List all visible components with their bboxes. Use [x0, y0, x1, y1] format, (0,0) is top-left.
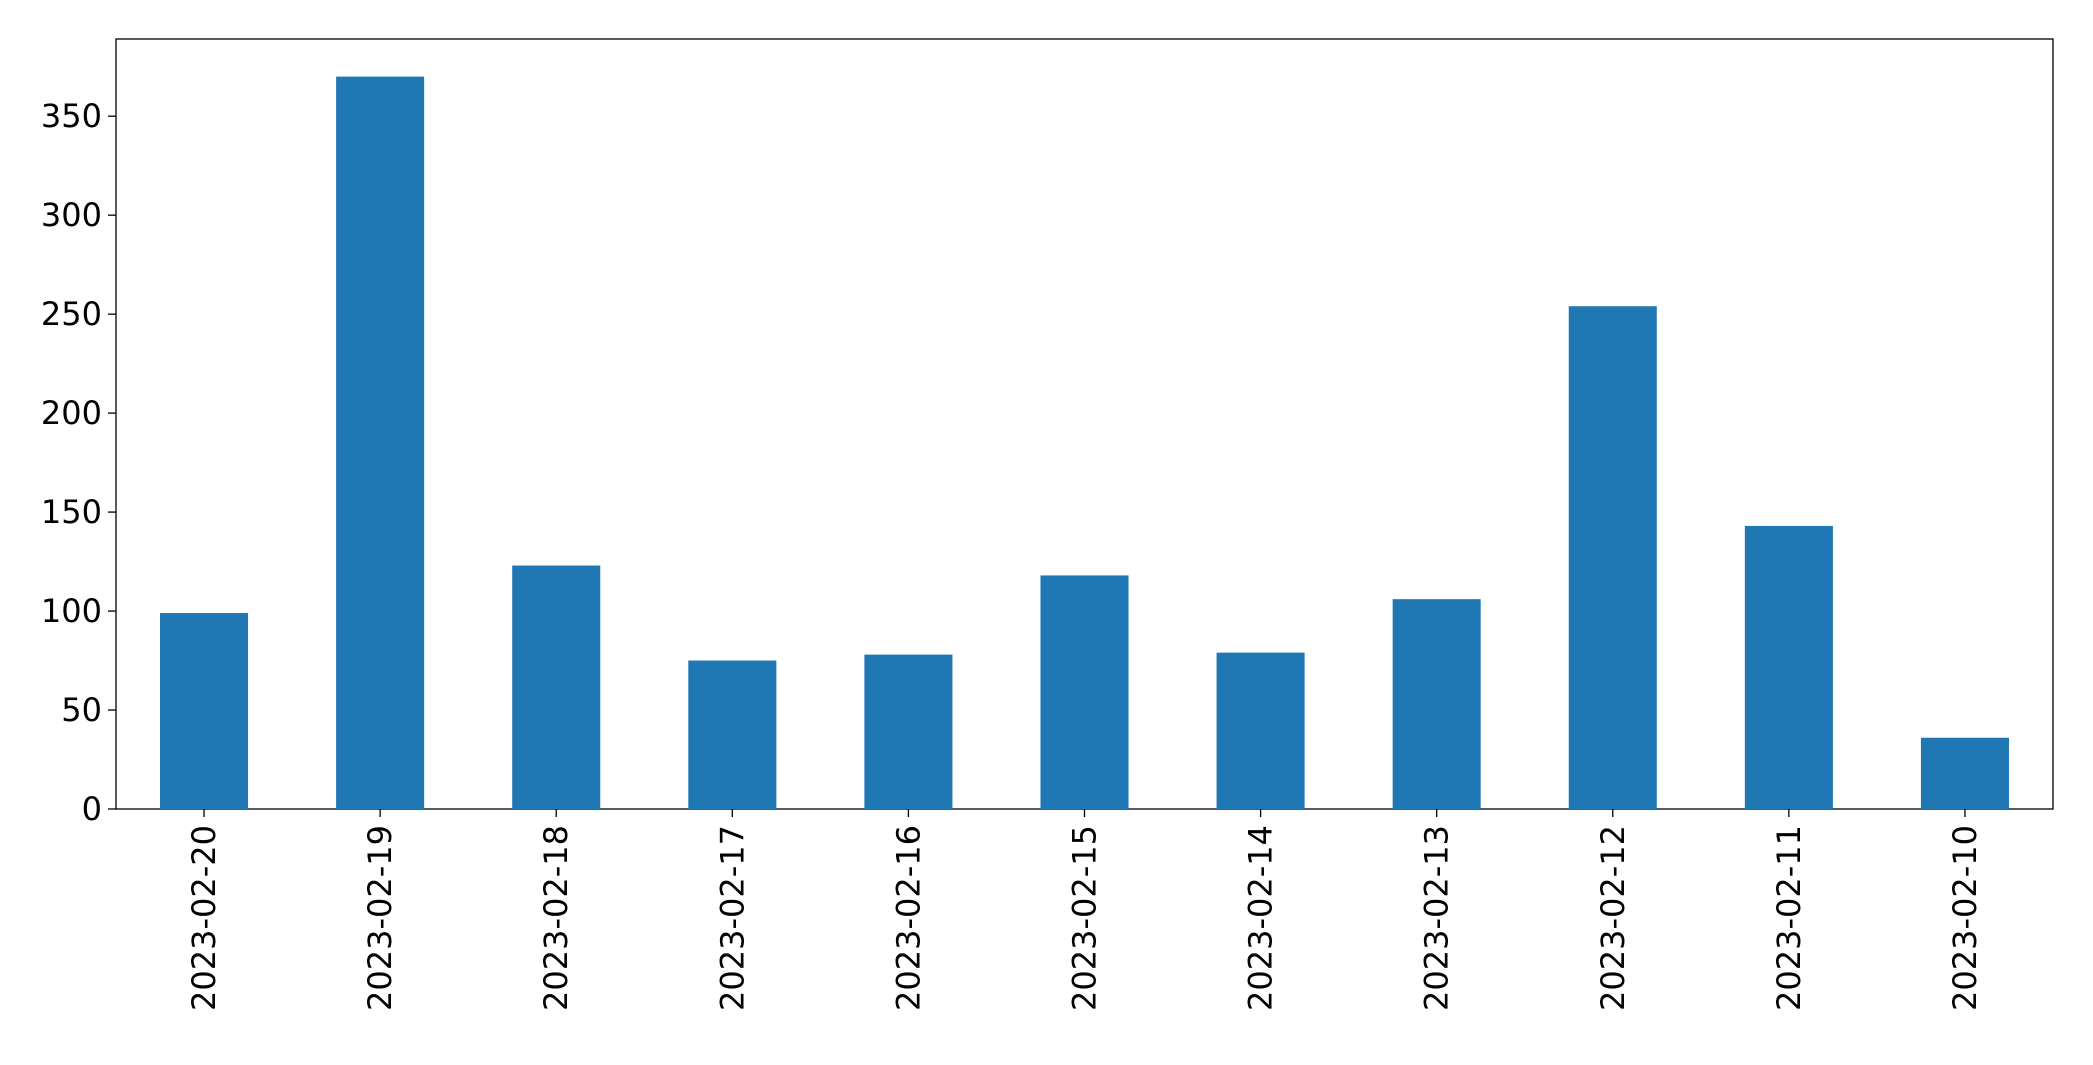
bar: [1568, 306, 1657, 809]
x-tick-label: 2023-02-16: [889, 825, 927, 1011]
bar: [512, 565, 601, 809]
bar: [864, 654, 953, 809]
bar: [1392, 599, 1481, 809]
x-tick-label: 2023-02-11: [1770, 825, 1808, 1011]
bar: [160, 613, 249, 809]
y-tick-label: 350: [41, 97, 102, 135]
y-tick-label: 250: [41, 295, 102, 333]
x-tick-label: 2023-02-12: [1594, 825, 1632, 1011]
x-tick-label: 2023-02-17: [713, 825, 751, 1011]
bar: [336, 76, 425, 809]
x-tick-label: 2023-02-18: [537, 825, 575, 1011]
x-tick-label: 2023-02-19: [361, 825, 399, 1011]
x-tick-label: 2023-02-14: [1242, 825, 1280, 1011]
x-tick-label: 2023-02-15: [1066, 825, 1104, 1011]
bar: [1920, 737, 2009, 809]
y-tick-label: 50: [61, 691, 102, 729]
bar: [1040, 575, 1129, 809]
bar: [688, 660, 777, 809]
y-tick-label: 0: [82, 790, 102, 828]
bar: [1744, 525, 1833, 809]
x-tick-label: 2023-02-20: [185, 825, 223, 1011]
y-tick-label: 300: [41, 196, 102, 234]
y-tick-label: 150: [41, 493, 102, 531]
y-tick-label: 100: [41, 592, 102, 630]
y-tick-label: 200: [41, 394, 102, 432]
x-tick-label: 2023-02-10: [1946, 825, 1984, 1011]
x-tick-label: 2023-02-13: [1418, 825, 1456, 1011]
bar: [1216, 652, 1305, 809]
